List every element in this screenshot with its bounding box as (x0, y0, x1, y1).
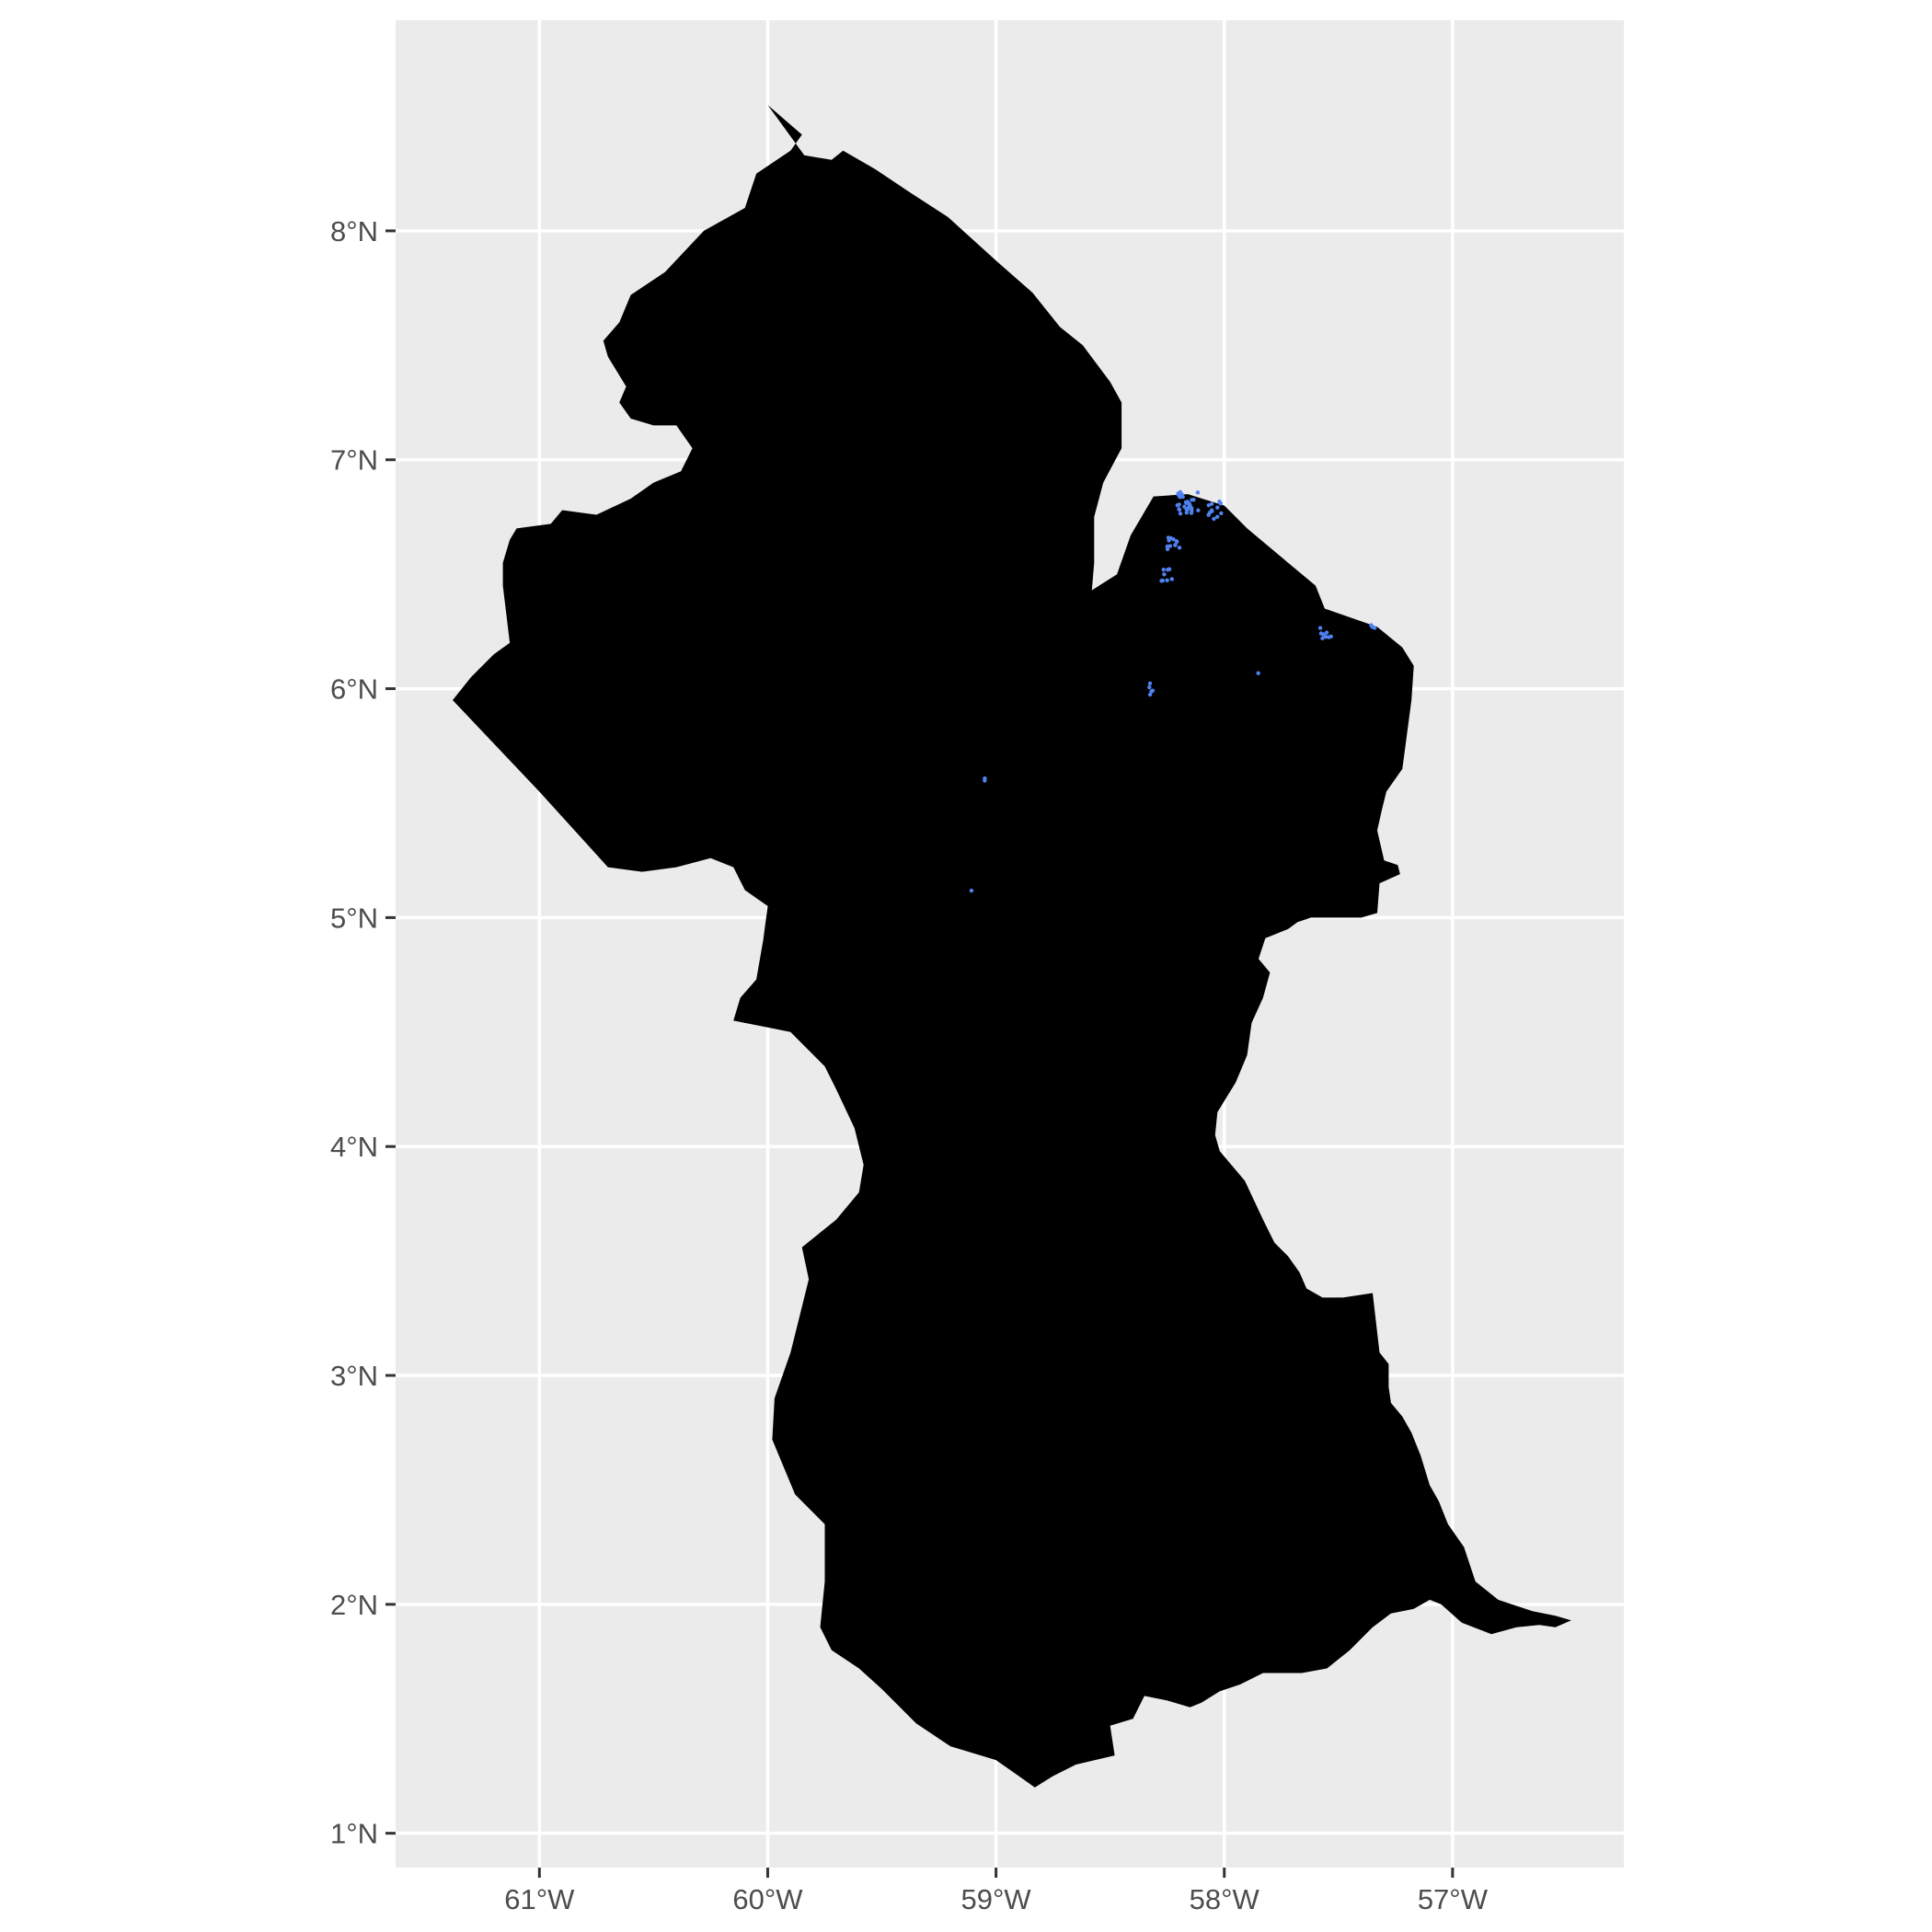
y-tick-label: 3°N (330, 1360, 378, 1392)
data-point (1171, 537, 1176, 542)
data-point (1175, 539, 1179, 545)
y-tick-label: 4°N (330, 1131, 378, 1163)
data-point (1369, 623, 1374, 627)
data-point (1147, 684, 1152, 690)
data-point (1218, 501, 1224, 506)
data-point (1185, 507, 1190, 512)
data-point (1179, 492, 1184, 497)
y-tick-label: 8°N (330, 215, 378, 247)
data-point (1256, 671, 1260, 675)
data-point (1177, 507, 1182, 512)
x-tick-label: 58°W (1190, 1883, 1260, 1915)
x-tick-label: 59°W (961, 1883, 1032, 1915)
data-point (1206, 502, 1211, 508)
data-point (1175, 502, 1180, 508)
y-tick-label: 7°N (330, 444, 378, 477)
data-point (1321, 632, 1326, 637)
data-point (1317, 626, 1323, 630)
data-point (1212, 516, 1216, 522)
point-layer (969, 489, 1377, 893)
data-point (1165, 546, 1170, 552)
y-tick-label: 1°N (330, 1818, 378, 1850)
data-point (1195, 490, 1201, 495)
data-point (1219, 511, 1224, 516)
data-point (1190, 498, 1194, 502)
country-shape (453, 105, 1571, 1788)
x-tick-label: 60°W (732, 1883, 803, 1915)
data-point (1162, 572, 1167, 577)
data-point (1161, 568, 1166, 572)
data-point (1188, 503, 1192, 508)
data-point (983, 778, 987, 783)
data-point (1178, 512, 1183, 516)
data-point (1165, 578, 1169, 583)
data-point (1214, 514, 1220, 520)
data-point (1166, 568, 1170, 572)
data-point (1167, 538, 1171, 543)
y-tick-label: 2°N (330, 1589, 378, 1621)
y-tick-label: 5°N (330, 902, 378, 934)
data-point (1176, 491, 1180, 496)
data-point (1215, 505, 1220, 510)
data-point (1184, 511, 1190, 515)
data-point (1207, 511, 1213, 515)
x-tick-label: 57°W (1418, 1883, 1489, 1915)
data-point (1183, 500, 1189, 504)
data-point (1324, 630, 1329, 635)
data-point (1320, 636, 1325, 641)
data-point (1323, 634, 1328, 639)
data-point (1209, 501, 1214, 506)
y-tick-label: 6°N (330, 673, 378, 706)
data-point (1169, 577, 1175, 581)
data-point (1196, 508, 1201, 512)
data-point (969, 888, 974, 893)
x-tick-label: 61°W (504, 1883, 575, 1915)
data-point (1159, 579, 1164, 583)
axes: 1°N 2°N 3°N 4°N 5°N 6°N 7°N 8°N 61°W 60°W 59°W 58°W… (330, 215, 1489, 1915)
data-point (1147, 681, 1153, 686)
data-point (1173, 543, 1178, 547)
data-point (1182, 504, 1187, 509)
data-point (1327, 635, 1331, 639)
data-point (1147, 692, 1153, 697)
data-point (1372, 626, 1377, 630)
data-point (1177, 546, 1182, 550)
data-point (1149, 689, 1154, 694)
data-point (1190, 509, 1194, 513)
